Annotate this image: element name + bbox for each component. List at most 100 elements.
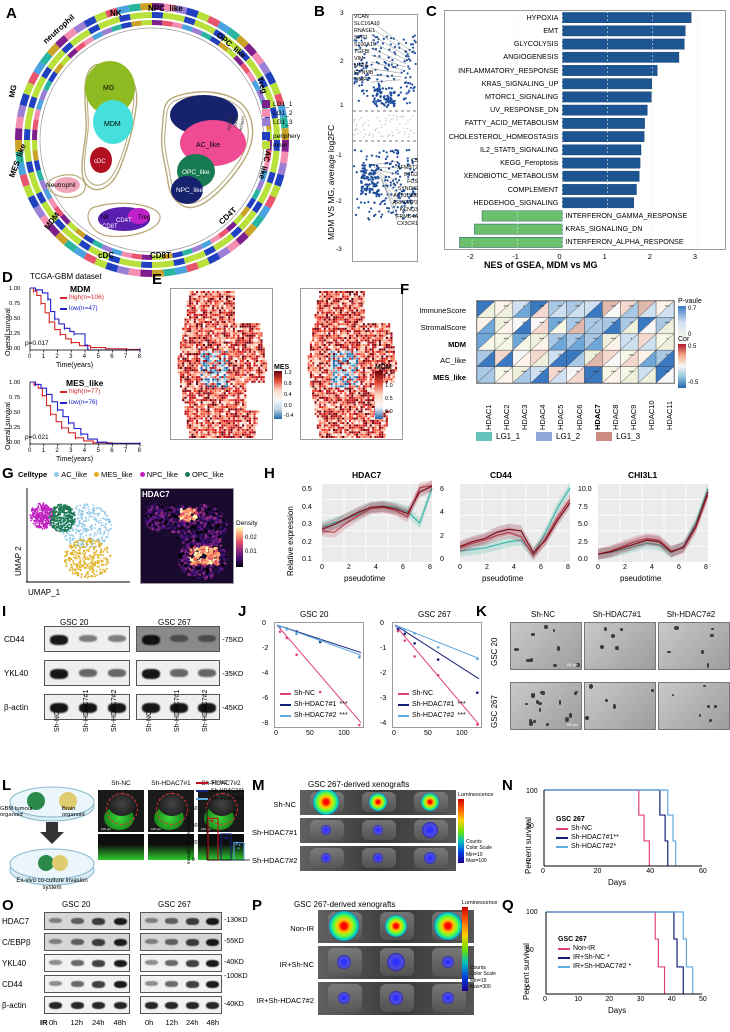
sphere-dot [538,702,542,706]
legend-label-ac-like: AC_like [61,470,88,479]
blot-band [107,635,126,643]
panel-q-xlabel: Days [608,1006,627,1015]
blot-band [113,960,127,968]
km-xtick: 1 [41,448,46,454]
blot-band [198,703,216,713]
n-legend-sh2: Sh-HDAC7#2 [571,843,614,850]
sphere-dot [671,694,675,697]
pseudotime-ytick: 0.4 [302,503,312,511]
heatmap-col-label: HDAC11 [665,400,674,430]
panel-q-km [545,911,702,995]
p-legend-counts: Counts [470,965,486,971]
survival-ytick: 50 [526,947,534,954]
blot-band-box [136,626,220,652]
lda-legend-label: Sh-HDAC7#1 [412,701,455,708]
n-legend-sh1: Sh-HDAC7#1 [571,834,614,841]
blot-band [206,981,220,989]
invasion-legend-label: Sh-HDAC7#1 [211,788,245,794]
gsea-category-label: ANGIOGENESIS [503,52,559,62]
blot-lane-label: Sh-HDAC7#1 [82,689,90,732]
umap-celltype-scatter [26,488,130,583]
legend-label-lg1-2: LG1_2 [273,109,293,117]
heatmap-row-label: MDM [448,339,466,349]
gsea-xtick: 2 [647,252,652,261]
pseudotime-plot [459,482,571,562]
sphere-image [584,682,656,730]
blot-band [92,918,106,925]
blot-band-box [44,660,130,686]
n-legend-sh-nc: Sh-NC [571,825,593,832]
blot-band [70,1002,84,1010]
legend-title-mdm: MDM [375,364,392,371]
heatmap-row-label: StromalScore [420,322,466,332]
gene-label-tgfbi: TGFBI [354,48,370,55]
circos-label-npc-like: NPC_like [148,4,183,13]
legend-swatch-lg1-1 [262,100,270,108]
legend-label-f-lg1-2: LG1_2 [556,432,581,441]
panel-a-letter: A [6,5,17,22]
circos-label-mg: MG [7,84,18,98]
sphere-dot [714,704,717,708]
svg-text:***: *** [611,320,616,325]
lda-legend-entry: Sh-NC [398,690,436,697]
panel-m: M GSC 267-derived xenografts Sh-NC Sh-HDA… [250,778,500,902]
heatmap-row-label: MES_like [433,373,466,383]
cor-tick-m05: -0.5 [688,380,699,386]
sphere-dot [619,627,624,631]
panel-e-legend-mdm: MDM 1.5 1.0 0.5 0.0 [375,364,401,419]
gsea-category-label: XENOBIOTIC_METABOLISM [463,171,559,181]
sphere-dot [529,658,534,663]
blot-protein-label: YKL40 [2,959,27,968]
m-legend-colorscale: Color Scale [466,845,492,852]
blot-band-box [140,996,222,1014]
panel-f-legend-pvalue: P-vaule 0.7 0 [678,298,702,338]
panel-p-title: GSC 267-derived xenografts [294,900,396,909]
blot-band [70,981,84,987]
gsea-xtick: -1 [512,252,519,261]
blot-lane-label: Sh-NC [54,710,61,732]
invasion-ytick: 0 [192,857,195,863]
circos-label-nk: NK [110,9,122,18]
panel-e-legend-mes: MES 1.2 0.8 0.4 0.0 -0.4 [274,364,300,419]
panel-o-ir-label: IR [40,1018,48,1027]
panel-d: D TCGA-GBM dataset Overall survival MDM … [0,268,148,468]
svg-text:***: *** [575,337,580,342]
gene-label-slc16a10: SLC16A10 [354,20,380,27]
invasion-bar-svg: **** [206,808,250,861]
pseudotime-ytick: 0.1 [302,556,312,563]
blot-band [206,960,220,968]
sphere-dot [576,663,580,668]
sphere-dot [526,659,532,662]
lda-legend-label: Sh-NC [412,690,434,697]
d1-ytick-075: 0.75 [9,301,21,307]
gsea-category-label: EMT [543,25,559,35]
pseudotime-xtick: 6 [401,564,405,571]
sphere-col-label: Sh-NC [530,610,555,619]
panel-b-ylabel: MDM VS MG, average log2FC [326,124,336,240]
lda-legend-sig: *** [339,712,348,719]
sphere-dot [552,629,556,633]
bli-image [300,846,456,871]
ytick-m2: -2 [336,198,342,205]
cluster-label-ac-like: AC_like [196,142,220,149]
sphere-dot [532,720,536,724]
pseudotime-ytick: 0.2 [302,538,312,546]
pseudotime-xtick: 4 [650,564,654,571]
blot-band [113,981,127,989]
blot-mw-label: -55KD [224,938,244,945]
legend-swatch-f-lg1-2 [536,432,553,441]
gsea-category-label: COMPLEMENT [507,184,559,194]
svg-text:***: *** [504,304,509,309]
svg-text:***: *** [539,320,544,325]
blot-band [107,703,126,713]
svg-text:**: ** [522,320,526,325]
mdm-tick-00: 0.0 [385,409,393,415]
mes-tick-m04: -0.4 [284,413,294,419]
gene-label-gpnmb: GPNMB [354,69,374,76]
blot-band [144,918,158,924]
cor-tick-05: 0.5 [688,344,697,350]
sphere-dot [528,718,533,722]
pseudotime-xlabel: pseudotime [344,574,386,583]
blot-band [70,960,84,966]
km-xtick: 7 [123,354,128,360]
